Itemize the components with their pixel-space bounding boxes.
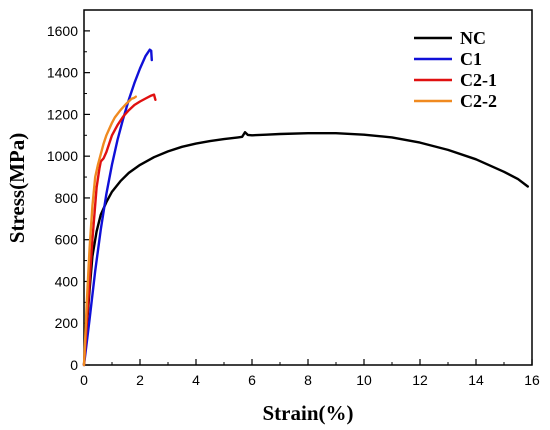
x-tick-label: 6 [248,372,256,388]
x-tick-label: 4 [192,372,200,388]
x-tick-label: 2 [136,372,144,388]
y-tick-label: 600 [55,232,79,248]
x-tick-label: 10 [356,372,372,388]
legend-label: NC [460,28,486,48]
y-tick-label: 1600 [47,23,78,39]
x-axis-label: Strain(%) [263,401,354,425]
y-tick-label: 1200 [47,106,78,122]
series-line-nc [82,130,529,367]
legend-label: C2-1 [460,70,497,90]
y-tick-label: 0 [70,357,78,373]
legend-label: C1 [460,49,482,69]
y-tick-label: 1000 [47,148,78,164]
y-tick-label: 1400 [47,65,78,81]
x-tick-label: 12 [412,372,428,388]
legend-label: C2-2 [460,91,497,111]
series-lines [82,48,529,367]
x-tick-label: 8 [304,372,312,388]
x-axis-ticks: 0 2 4 6 8 10 12 14 16 [80,359,540,388]
x-tick-label: 16 [524,372,540,388]
series-line-c2-1 [82,93,157,367]
y-tick-label: 800 [55,190,79,206]
y-tick-label: 200 [55,315,79,331]
series-line-c2-2 [82,95,138,367]
x-tick-label: 14 [468,372,484,388]
y-axis-label: Stress(MPa) [5,133,29,243]
x-tick-label: 0 [80,372,88,388]
y-tick-label: 400 [55,273,79,289]
